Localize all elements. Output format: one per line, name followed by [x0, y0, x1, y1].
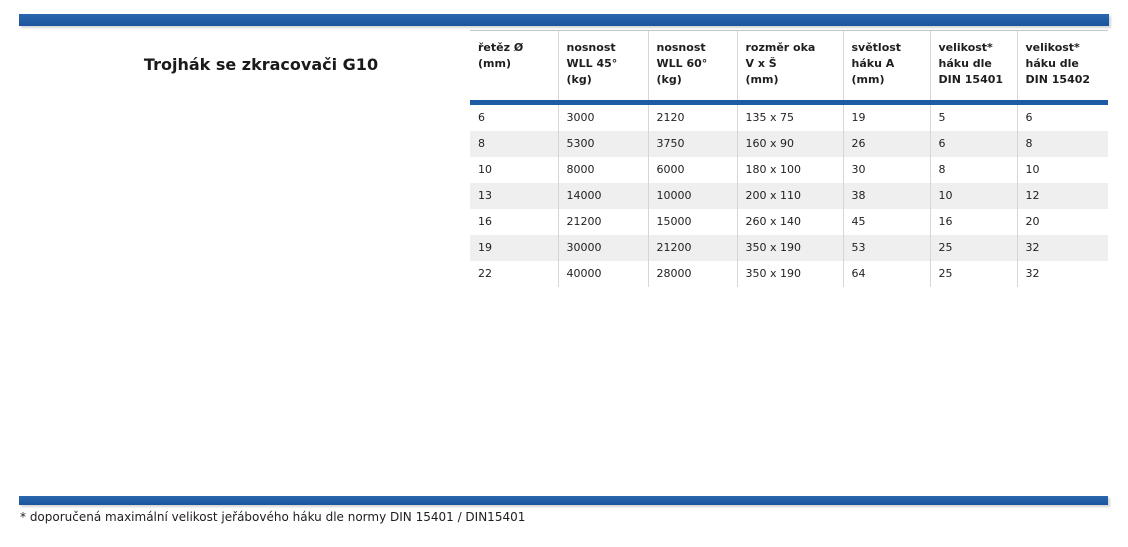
table-cell: 32 — [1016, 261, 1108, 287]
table-cell: 22 — [478, 267, 492, 280]
table-cell: 10 — [1016, 157, 1108, 183]
table-cell: 10000 — [647, 183, 737, 209]
table-row: 13 14000 10000 200 x 110 38 10 12 — [470, 183, 1108, 209]
table-cell: 5 — [929, 102, 1017, 131]
table-cell: 45 — [842, 209, 930, 235]
page-title: Trojhák se zkracovači G10 — [143, 55, 379, 74]
table-cell: 32 — [1016, 235, 1108, 261]
table-cell: 8 — [478, 137, 485, 150]
top-divider-bar — [19, 14, 1109, 26]
table-cell: 21200 — [557, 209, 648, 235]
table-cell: 8 — [929, 157, 1017, 183]
table-cell: 16 — [929, 209, 1017, 235]
table-cell: 25 — [929, 261, 1017, 287]
table-row: 16 21200 15000 260 x 140 45 16 20 — [470, 209, 1108, 235]
table-cell: 10 — [929, 183, 1017, 209]
table-cell: 350 x 190 — [736, 261, 843, 287]
col-header-wll-45: nosnost WLL 45° (kg) — [557, 30, 648, 105]
table-cell: 200 x 110 — [736, 183, 843, 209]
table-cell: 15000 — [647, 209, 737, 235]
table-cell: 26 — [842, 131, 930, 157]
product-spec-table: řetěz Ø (mm) nosnost WLL 45° (kg) nosnos… — [470, 30, 1108, 287]
table-cell: 25 — [929, 235, 1017, 261]
table-cell: 16 — [478, 215, 492, 228]
table-cell: 28000 — [647, 261, 737, 287]
col-header-wll-60: nosnost WLL 60° (kg) — [647, 30, 737, 105]
bottom-divider-bar — [19, 496, 1108, 505]
table-cell: 21200 — [647, 235, 737, 261]
table-cell: 6 — [478, 111, 485, 124]
table-cell: 6000 — [647, 157, 737, 183]
table-cell: 10 — [478, 163, 492, 176]
table-cell: 38 — [842, 183, 930, 209]
table-row: 6 3000 2120 135 x 75 19 5 6 — [470, 102, 1108, 131]
table-cell: 20 — [1016, 209, 1108, 235]
table-cell: 5300 — [557, 131, 648, 157]
table-cell: 2120 — [647, 102, 737, 131]
table-cell: 30000 — [557, 235, 648, 261]
table-row: 22 40000 28000 350 x 190 64 25 32 — [470, 261, 1108, 287]
table-cell: 12 — [1016, 183, 1108, 209]
table-cell: 8000 — [557, 157, 648, 183]
col-header-hook-size-din15401: velikost* háku dle DIN 15401 — [929, 30, 1017, 105]
table-cell: 40000 — [557, 261, 648, 287]
table-cell: 3750 — [647, 131, 737, 157]
table-cell: 8 — [1016, 131, 1108, 157]
table-cell: 53 — [842, 235, 930, 261]
table-cell: 6 — [929, 131, 1017, 157]
table-cell: 13 — [478, 189, 492, 202]
table-cell: 19 — [478, 241, 492, 254]
table-cell: 180 x 100 — [736, 157, 843, 183]
table-row: 8 5300 3750 160 x 90 26 6 8 — [470, 131, 1108, 157]
table-cell: 260 x 140 — [736, 209, 843, 235]
col-header-hook-size-din15402: velikost* háku dle DIN 15402 — [1016, 30, 1108, 105]
table-cell: 19 — [842, 102, 930, 131]
table-cell: 30 — [842, 157, 930, 183]
table-cell: 135 x 75 — [736, 102, 843, 131]
table-cell: 350 x 190 — [736, 235, 843, 261]
col-header-eye-size: rozměr oka V x Š (mm) — [736, 30, 843, 105]
col-header-hook-clearance: světlost háku A (mm) — [842, 30, 930, 105]
table-row: 10 8000 6000 180 x 100 30 8 10 — [470, 157, 1108, 183]
table-cell: 64 — [842, 261, 930, 287]
table-cell: 6 — [1016, 102, 1108, 131]
table-cell: 14000 — [557, 183, 648, 209]
table-cell: 3000 — [557, 102, 648, 131]
table-cell: 160 x 90 — [736, 131, 843, 157]
table-header-row: řetěz Ø (mm) nosnost WLL 45° (kg) nosnos… — [470, 30, 1108, 105]
col-header-chain-diameter: řetěz Ø (mm) — [470, 30, 558, 105]
table-row: 19 30000 21200 350 x 190 53 25 32 — [470, 235, 1108, 261]
footnote: * doporučená maximální velikost jeřábové… — [20, 510, 526, 524]
